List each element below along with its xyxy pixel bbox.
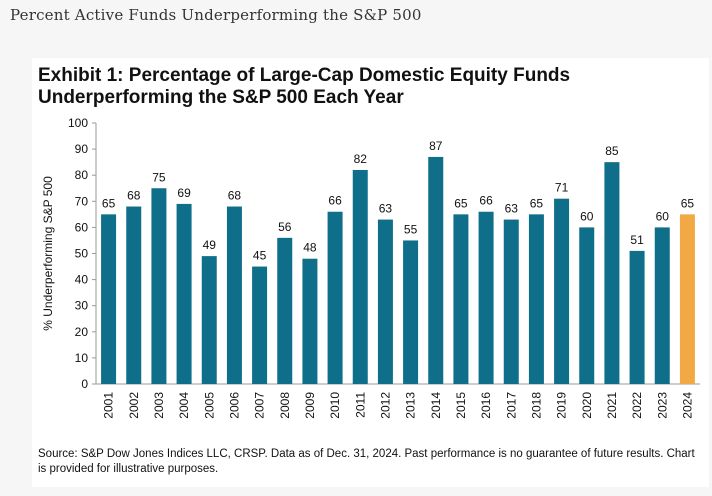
data-label-2024: 65: [681, 196, 695, 210]
bar-2001: [101, 214, 117, 384]
y-tick-label: 50: [75, 247, 89, 261]
x-tick-label-2010: 2010: [328, 392, 342, 419]
x-tick-label-2017: 2017: [504, 392, 518, 419]
y-tick-label: 100: [68, 116, 88, 130]
data-label-2014: 87: [429, 139, 443, 153]
x-tick-label-2018: 2018: [529, 392, 543, 419]
bar-2016: [478, 211, 494, 384]
bar-2003: [151, 188, 167, 384]
y-tick-label: 60: [75, 220, 89, 234]
data-label-2018: 65: [530, 196, 544, 210]
data-label-2010: 66: [328, 194, 342, 208]
data-label-2008: 56: [278, 220, 292, 234]
page-heading: Percent Active Funds Underperforming the…: [10, 6, 422, 24]
bar-2012: [377, 219, 393, 384]
data-label-2013: 55: [404, 222, 418, 236]
bar-2024: [679, 214, 695, 384]
bar-2022: [629, 250, 645, 384]
y-tick-label: 40: [75, 273, 89, 287]
bar-2018: [528, 214, 544, 384]
y-tick-label: 80: [75, 168, 89, 182]
chart-source-note: Source: S&P Dow Jones Indices LLC, CRSP.…: [38, 448, 695, 475]
bar-2017: [503, 219, 519, 384]
x-tick-label-2019: 2019: [555, 392, 569, 419]
data-label-2007: 45: [253, 249, 267, 263]
data-label-2001: 65: [102, 196, 116, 210]
x-tick-label-2002: 2002: [127, 392, 141, 419]
data-label-2019: 71: [555, 181, 569, 195]
bar-2008: [277, 237, 293, 384]
x-tick-label-2012: 2012: [378, 392, 392, 419]
bar-2004: [176, 203, 192, 384]
data-label-2023: 60: [656, 209, 670, 223]
bar-2011: [352, 169, 368, 384]
x-tick-label-2013: 2013: [404, 392, 418, 419]
x-tick-label-2005: 2005: [202, 392, 216, 419]
y-tick-label: 20: [75, 325, 89, 339]
bar-2005: [201, 256, 217, 384]
chart-panel: [32, 58, 709, 487]
data-label-2020: 60: [580, 209, 594, 223]
x-tick-label-2003: 2003: [152, 392, 166, 419]
data-label-2022: 51: [630, 233, 644, 247]
y-tick-label: 90: [75, 142, 89, 156]
data-label-2004: 69: [177, 186, 191, 200]
x-tick-label-2024: 2024: [680, 392, 694, 419]
bar-2014: [428, 156, 444, 384]
data-label-2006: 68: [228, 189, 242, 203]
bar-2021: [604, 162, 620, 384]
bar-2007: [252, 266, 268, 384]
data-label-2015: 65: [454, 196, 468, 210]
y-tick-label: 30: [75, 299, 89, 313]
x-tick-label-2023: 2023: [655, 392, 669, 419]
x-tick-label-2007: 2007: [253, 392, 267, 419]
chart-title: Exhibit 1: Percentage of Large-Cap Domes…: [38, 65, 571, 108]
bar-2006: [226, 206, 242, 384]
bar-2010: [327, 211, 343, 384]
data-label-2002: 68: [127, 189, 141, 203]
data-label-2012: 63: [379, 202, 393, 216]
y-tick-label: 10: [75, 351, 89, 365]
bar-2019: [554, 198, 570, 384]
x-tick-label-2022: 2022: [630, 392, 644, 419]
data-label-2016: 66: [479, 194, 493, 208]
data-label-2009: 48: [303, 241, 317, 255]
bar-2020: [579, 227, 595, 384]
data-label-2003: 75: [152, 170, 166, 184]
x-tick-label-2015: 2015: [454, 392, 468, 419]
x-tick-label-2009: 2009: [303, 392, 317, 419]
y-tick-label: 0: [81, 377, 88, 391]
bar-2009: [302, 258, 318, 384]
bar-2023: [654, 227, 670, 384]
y-tick-label: 70: [75, 194, 89, 208]
data-label-2017: 63: [505, 202, 519, 216]
x-tick-label-2001: 2001: [102, 392, 116, 419]
x-tick-label-2004: 2004: [177, 392, 191, 419]
x-tick-label-2021: 2021: [605, 392, 619, 419]
bar-2013: [403, 240, 419, 384]
data-label-2011: 82: [354, 152, 368, 166]
bar-2002: [126, 206, 142, 384]
x-tick-label-2011: 2011: [353, 392, 367, 418]
bar-2015: [453, 214, 469, 384]
y-axis-title: % Underperforming S&P 500: [41, 176, 55, 331]
data-label-2021: 85: [605, 144, 619, 158]
x-tick-label-2006: 2006: [227, 392, 241, 419]
x-tick-label-2016: 2016: [479, 392, 493, 419]
data-label-2005: 49: [203, 238, 217, 252]
x-tick-label-2014: 2014: [429, 392, 443, 419]
x-tick-label-2008: 2008: [278, 392, 292, 419]
x-tick-label-2020: 2020: [580, 392, 594, 419]
